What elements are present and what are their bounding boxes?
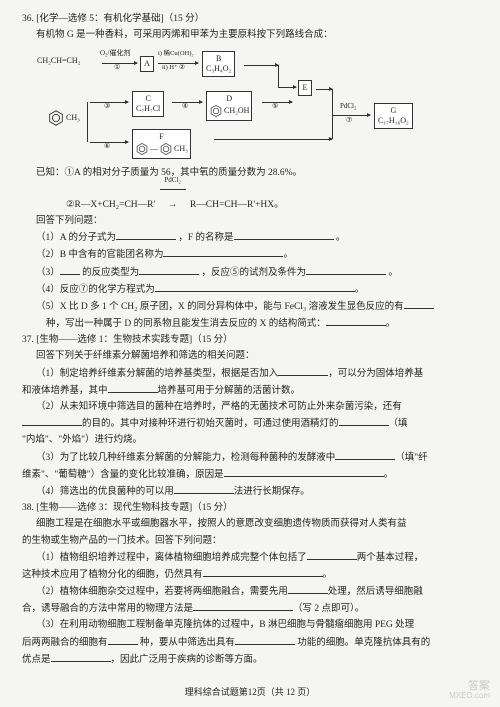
q36-p5a: （5）X 比 D 多 1 个 CH₂ 原子团，X 的同分异构体中，能与 FeCl… xyxy=(22,299,478,315)
watermark: 答案 MXEO.com xyxy=(449,680,490,701)
propene-label: CH₂CH=CH₂ xyxy=(37,57,80,66)
q38-p2b: 合，诱导融合的方法中常用的物理方法是（写 2 点即可）。 xyxy=(22,601,478,617)
q37-header: 37. [生物——选修 1：生物技术实践专题]（15 分） xyxy=(22,333,478,348)
q36-header: 36. [化学—选修 5：有机化学基础]（15 分） xyxy=(22,12,478,27)
branch-line xyxy=(87,102,88,142)
q38-header: 38. [生物——选修 3：现代生物科技专题]（15 分） xyxy=(22,501,478,516)
ch3-source: CH₃ xyxy=(66,114,80,123)
step2-top: i) 稀Cu(OH)₂ xyxy=(158,50,194,57)
line-f-right xyxy=(214,139,332,140)
pdcl2: PdCl₂ xyxy=(340,103,356,111)
q37-p3b: 维素"、"葡萄糖"）含量的变化比较准确，原因是。 xyxy=(22,467,478,483)
q38-p3c: 优点是，因此广泛用于疾病的诊断等方面。 xyxy=(22,652,478,668)
num6: ⑥ xyxy=(104,143,110,151)
q37-p1b: 和液体培养基，其中培养基可用于分解菌的活菌计数。 xyxy=(22,383,478,399)
q38-p3b: 后两两融合的细胞有 种，要从中筛选出具有 功能的细胞。单克隆抗体具有的 xyxy=(22,635,478,651)
num5: ⑤ xyxy=(272,103,278,111)
box-b: B C₃H₄O₂ xyxy=(202,51,235,76)
num7: ⑦ xyxy=(346,117,352,125)
q37-p2a: （2）从未知环境中筛选目的菌种在培养时，严格的无菌技术可防止外来杂菌污染，还有 xyxy=(22,400,478,415)
step2-bot: ii) H⁺ ② xyxy=(162,64,185,71)
answer-label: 回答下列问题： xyxy=(22,214,478,229)
q36-p5b: 种，写出一种属于 D 的同系物且能发生消去反应的 X 的结构简式：。 xyxy=(22,316,478,332)
q37-p3a: （3）为了比较几种纤维素分解菌的分解能力，检测每种菌种的发酵液中（填"纤 xyxy=(22,450,478,466)
q37-p2b: 的目的。其中对接种环进行初始灭菌时，可通过使用酒精灯的（填 xyxy=(22,416,478,432)
known2: ②R—X+CH₂=CH—R' PdCl₂ → R—CH=CH—R'+HX。 xyxy=(22,183,478,213)
q37-p2c: "内焰"、"外焰"）进行灼烧。 xyxy=(22,433,478,448)
box-f: F — CH₃ xyxy=(132,129,191,159)
box-a: A xyxy=(140,56,154,72)
q37-p4: （4）筛选出的优良菌种的可以用法进行长期保存。 xyxy=(22,484,478,500)
q36-p4: （4）反应⑦的化学方程式为。 xyxy=(22,282,478,298)
q38-p3a: （3）在利用动物细胞工程制备单克隆抗体的过程中，B 淋巴细胞与骨髓瘤细胞用 PE… xyxy=(22,618,478,633)
page-footer: 理科综合试题第12页（共 12 页） xyxy=(0,685,500,699)
line-b-down xyxy=(278,65,279,87)
box-g: G C₁₇H₁₆O₂ xyxy=(374,103,413,128)
box-e: E xyxy=(298,80,312,96)
q38-p2a: （2）植物体细胞杂交过程中，若要将两细胞融合，需要先用处理，然后诱导细胞融 xyxy=(22,584,478,600)
box-c: C C₇H₇Cl xyxy=(132,91,164,116)
step1-top: O₂/催化剂 xyxy=(100,50,130,58)
q37-p1a: （1）制定培养纤维素分解菌的培养基类型，根据是否加入，可以分为固体培养基 xyxy=(22,366,478,382)
num4: ④ xyxy=(182,103,188,111)
step1-num: ① xyxy=(114,64,120,72)
toluene-icon xyxy=(47,109,65,127)
line-fg-v xyxy=(332,89,333,139)
q36-p2: （2）B 中含有的官能团名称为。 xyxy=(22,247,478,263)
line-b-right xyxy=(244,65,278,66)
q36-p3: （3） 的反应类型为 ，反应⑤的试剂及条件为 。 xyxy=(22,265,478,281)
box-d: D CH₂OH xyxy=(206,91,252,121)
q38-p1a: （1）植物组织培养过程中，离体植物细胞培养成完整个体包括了两个基本过程， xyxy=(22,550,478,566)
known-row: 已知：①A 的相对分子质量为 56，其中氧的质量分数为 28.6%。 xyxy=(22,166,478,181)
synthesis-diagram: CH₂CH=CH₂ O₂/催化剂 ① A i) 稀Cu(OH)₂ ii) H⁺ … xyxy=(32,47,472,162)
q38-intro: 细胞工程是在细胞水平或细胞器水平，按照人的意愿改变细胞遗传物质而获得对人类有益 xyxy=(22,517,478,532)
arrow-to-e xyxy=(278,87,296,88)
q38-intro2: 的生物或生物产品的一门技术。回答下列问题： xyxy=(22,534,478,549)
q38-p1b: 这种技术应用了植物分化的细胞，仍然具有。 xyxy=(22,567,478,583)
q36-p1: （1）A 的分子式为 ，F 的名称是 。 xyxy=(22,230,478,246)
q37-intro: 回答下列关于纤维素分解菌培养和筛选的相关问题： xyxy=(22,349,478,364)
num3: ③ xyxy=(104,103,110,111)
q36-intro: 有机物 G 是一种香料，可采用丙烯和甲苯为主要原料按下列路线合成： xyxy=(22,28,478,43)
line-e-right xyxy=(316,89,332,90)
